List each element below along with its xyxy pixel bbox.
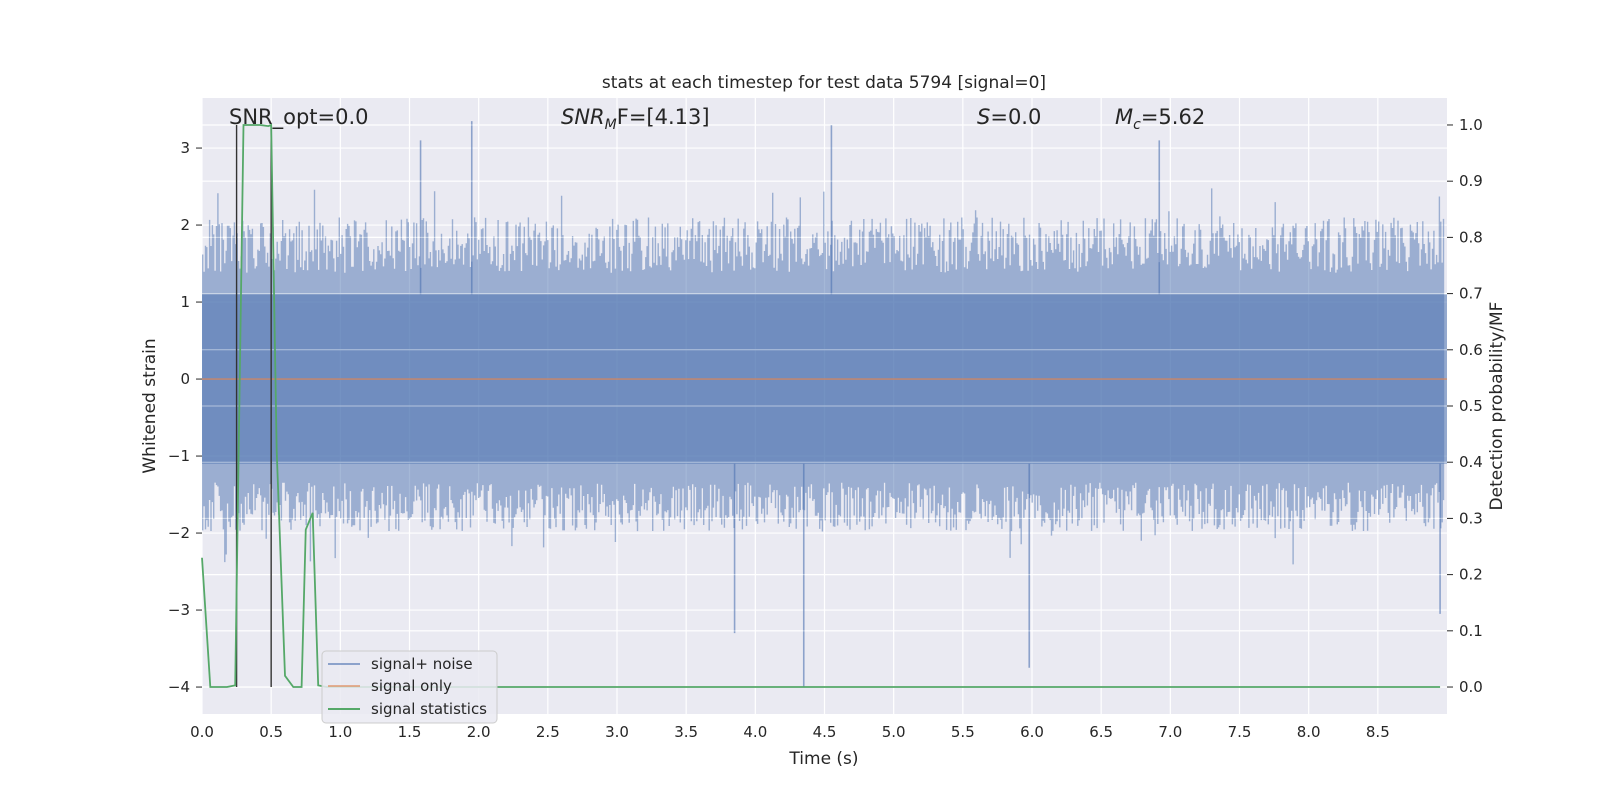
signal-statistics-line	[201, 123, 1441, 688]
x-tick-label: 2.5	[536, 723, 560, 741]
y-tick-label: −1	[168, 447, 190, 465]
legend: signal+ noise signal only signal statist…	[321, 650, 498, 724]
x-tick-label: 2.0	[467, 723, 491, 741]
annotations: SNR_opt=0.0 SNRMF=[4.13] S=0.0 Mc=5.62	[229, 105, 1205, 133]
legend-label-signal-statistics: signal statistics	[371, 700, 487, 718]
x-tick-label: 5.0	[882, 723, 906, 741]
x-tick-label: 4.5	[813, 723, 837, 741]
x-tick-label: 8.5	[1366, 723, 1390, 741]
legend-label-signal-plus-noise: signal+ noise	[371, 655, 473, 673]
y-axis-label-right: Detection probability/MF	[1487, 302, 1507, 511]
x-tick-label: 0.0	[190, 723, 214, 741]
legend-label-signal-only: signal only	[371, 677, 452, 695]
y-axis-label-left: Whitened strain	[140, 338, 160, 473]
y-tick-label: 1	[180, 293, 190, 311]
y-tick-label: −3	[168, 601, 190, 619]
x-axis-label: Time (s)	[788, 749, 858, 769]
y-tick-label: 2	[180, 216, 190, 234]
x-tick-label: 7.5	[1228, 723, 1252, 741]
y-tick-label: 0	[180, 370, 190, 388]
noise-trace	[202, 188, 1445, 565]
y-right-tick-label: 0.7	[1459, 285, 1483, 303]
x-tick-label: 5.5	[951, 723, 975, 741]
y-right-tick-label: 1.0	[1459, 116, 1483, 134]
y-right-tick-label: 0.3	[1459, 509, 1483, 527]
annotation-mc: Mc=5.62	[1115, 105, 1205, 133]
x-tick-label: 1.0	[328, 723, 352, 741]
x-tick-label: 8.0	[1297, 723, 1321, 741]
y-tick-label: −4	[168, 678, 190, 696]
x-tick-label: 1.5	[398, 723, 422, 741]
y-right-tick-label: 0.5	[1459, 397, 1483, 415]
legend-box	[321, 650, 498, 724]
annotation-snr-mf: SNRMF=[4.13]	[561, 105, 710, 133]
chart-title: stats at each timestep for test data 579…	[602, 73, 1046, 93]
y-right-tick-label: 0.1	[1459, 622, 1483, 640]
x-tick-label: 6.5	[1089, 723, 1113, 741]
x-tick-label: 6.0	[1020, 723, 1044, 741]
axis-ticks: 0.0 0.5 1.0 1.5 2.0 2.5 3.0 3.5 4.0 4.5 5.0 5.5 6.0 6…	[168, 116, 1483, 741]
y-right-tick-label: 0.6	[1459, 341, 1483, 359]
y-right-tick-label: 0.4	[1459, 453, 1483, 471]
x-tick-label: 0.5	[259, 723, 283, 741]
y-right-tick-label: 0.2	[1459, 566, 1483, 584]
annotation-snr-opt: SNR_opt=0.0	[229, 105, 369, 130]
annotation-s: S=0.0	[977, 105, 1041, 129]
y-tick-label: 3	[180, 139, 190, 157]
x-tick-label: 3.5	[674, 723, 698, 741]
y-right-tick-label: 0.8	[1459, 228, 1483, 246]
x-tick-label: 4.0	[743, 723, 767, 741]
series-signal-statistics	[201, 123, 1441, 688]
y-tick-label: −2	[168, 524, 190, 542]
x-tick-label: 7.0	[1158, 723, 1182, 741]
x-tick-label: 3.0	[605, 723, 629, 741]
y-right-tick-label: 0.0	[1459, 678, 1483, 696]
y-right-tick-label: 0.9	[1459, 172, 1483, 190]
